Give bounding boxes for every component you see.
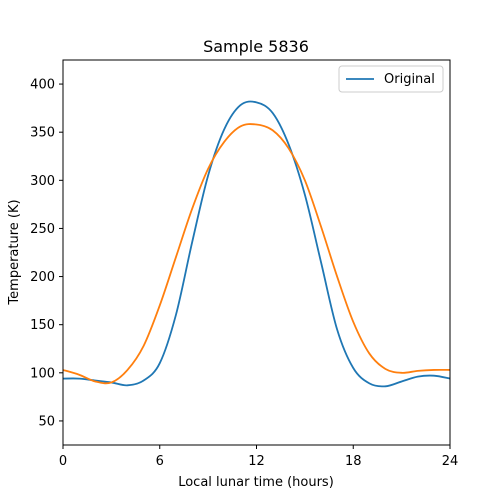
y-tick-label: 150 [30, 318, 55, 333]
x-tick-label: 24 [442, 454, 459, 469]
y-tick-label: 250 [30, 222, 55, 237]
series-line-2 [62, 123, 451, 385]
x-axis-label: Local lunar time (hours) [178, 475, 334, 490]
y-tick-label: 50 [38, 414, 55, 429]
x-tick-label: 0 [59, 454, 67, 469]
chart-title: Sample 5836 [203, 37, 309, 56]
y-tick-label: 300 [30, 174, 55, 189]
y-tick-label: 100 [30, 366, 55, 381]
x-tick-label: 18 [345, 454, 362, 469]
legend-label-original: Original [384, 72, 435, 87]
y-tick-label: 400 [30, 78, 55, 93]
legend: Original [338, 65, 444, 93]
y-tick-label: 350 [30, 126, 55, 141]
axes-layer: 0 6 12 18 24 50 100 150 200 250 300 350 400 [30, 78, 458, 469]
x-tick-label: 6 [156, 454, 164, 469]
legend-box [338, 65, 444, 93]
y-tick-label: 200 [30, 270, 55, 285]
y-axis-label: Temperature (K) [7, 199, 22, 305]
series-line-original [62, 100, 451, 388]
x-tick-label: 12 [248, 454, 265, 469]
series-layer [62, 100, 451, 388]
plot-frame [62, 59, 451, 446]
